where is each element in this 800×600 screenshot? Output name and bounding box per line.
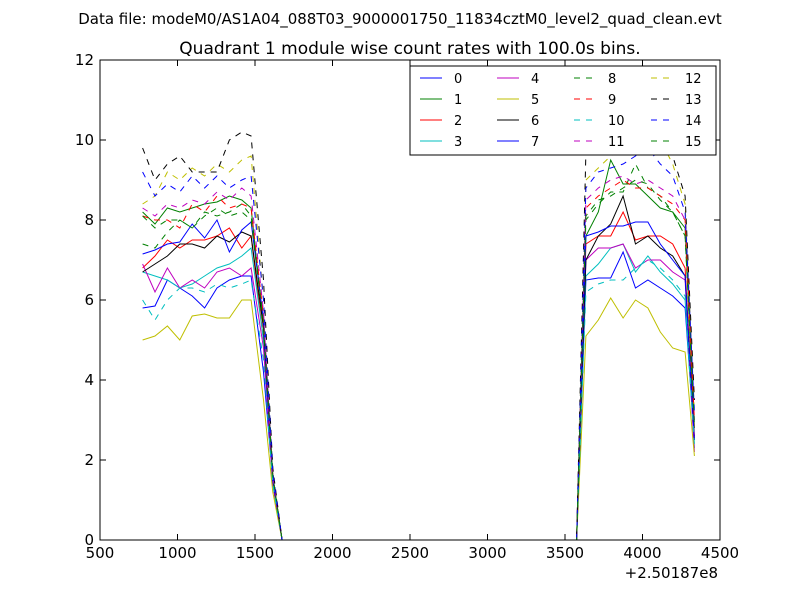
series-line-13 [142, 119, 695, 541]
legend-label-7: 7 [531, 135, 539, 150]
x-tick-label: 1000 [158, 544, 196, 562]
series-line-4 [142, 243, 695, 541]
x-offset-label: +2.50187e8 [625, 564, 718, 582]
series-line-3 [142, 243, 695, 541]
legend-label-6: 6 [531, 114, 539, 129]
legend-label-13: 13 [685, 93, 702, 108]
legend-label-15: 15 [685, 135, 702, 150]
series-line-15 [142, 179, 695, 541]
series-line-10 [142, 259, 695, 541]
chart-title: Quadrant 1 module wise count rates with … [179, 39, 640, 59]
legend-label-14: 14 [685, 114, 702, 129]
chart-supertitle: Data file: modeM0/AS1A04_088T03_90000017… [78, 10, 722, 29]
x-tick-label: 1500 [236, 544, 274, 562]
series-line-5 [142, 297, 695, 541]
legend-label-4: 4 [531, 72, 539, 87]
legend-label-12: 12 [685, 72, 702, 87]
y-tick-label: 4 [84, 371, 94, 389]
y-tick-label: 0 [84, 531, 94, 549]
x-tick-label: 500 [86, 544, 115, 562]
legend-label-10: 10 [608, 114, 625, 129]
y-tick-label: 8 [84, 211, 94, 229]
y-tick-label: 10 [75, 131, 94, 149]
x-tick-label: 2000 [313, 544, 351, 562]
legend-label-3: 3 [454, 135, 462, 150]
series-line-7 [142, 218, 695, 541]
legend-label-5: 5 [531, 93, 539, 108]
series-line-0 [142, 250, 695, 541]
x-tick-label: 2500 [391, 544, 429, 562]
series-line-8 [142, 162, 695, 541]
series-line-9 [142, 179, 695, 541]
x-tick-label: 4500 [701, 544, 739, 562]
y-tick-label: 6 [84, 291, 94, 309]
legend-label-11: 11 [608, 135, 625, 150]
x-tick-label: 4000 [623, 544, 661, 562]
legend-box [409, 65, 717, 156]
legend-label-1: 1 [454, 93, 462, 108]
legend-label-2: 2 [454, 114, 462, 129]
x-tick-label: 3000 [468, 544, 506, 562]
axis-ticks: 500 1000 1500 2000 2500 3000 3500 4000 4500 0 2 4 6 8… [75, 51, 739, 562]
series-line-1 [142, 158, 695, 541]
y-tick-label: 2 [84, 451, 94, 469]
y-tick-label: 12 [75, 51, 94, 69]
legend-label-9: 9 [608, 93, 616, 108]
series-layer [142, 119, 695, 541]
legend-label-8: 8 [608, 72, 616, 87]
series-line-2 [142, 210, 695, 541]
series-line-14 [142, 147, 695, 541]
legend-label-0: 0 [454, 72, 462, 87]
series-line-12 [142, 123, 695, 541]
x-tick-label: 3500 [546, 544, 584, 562]
